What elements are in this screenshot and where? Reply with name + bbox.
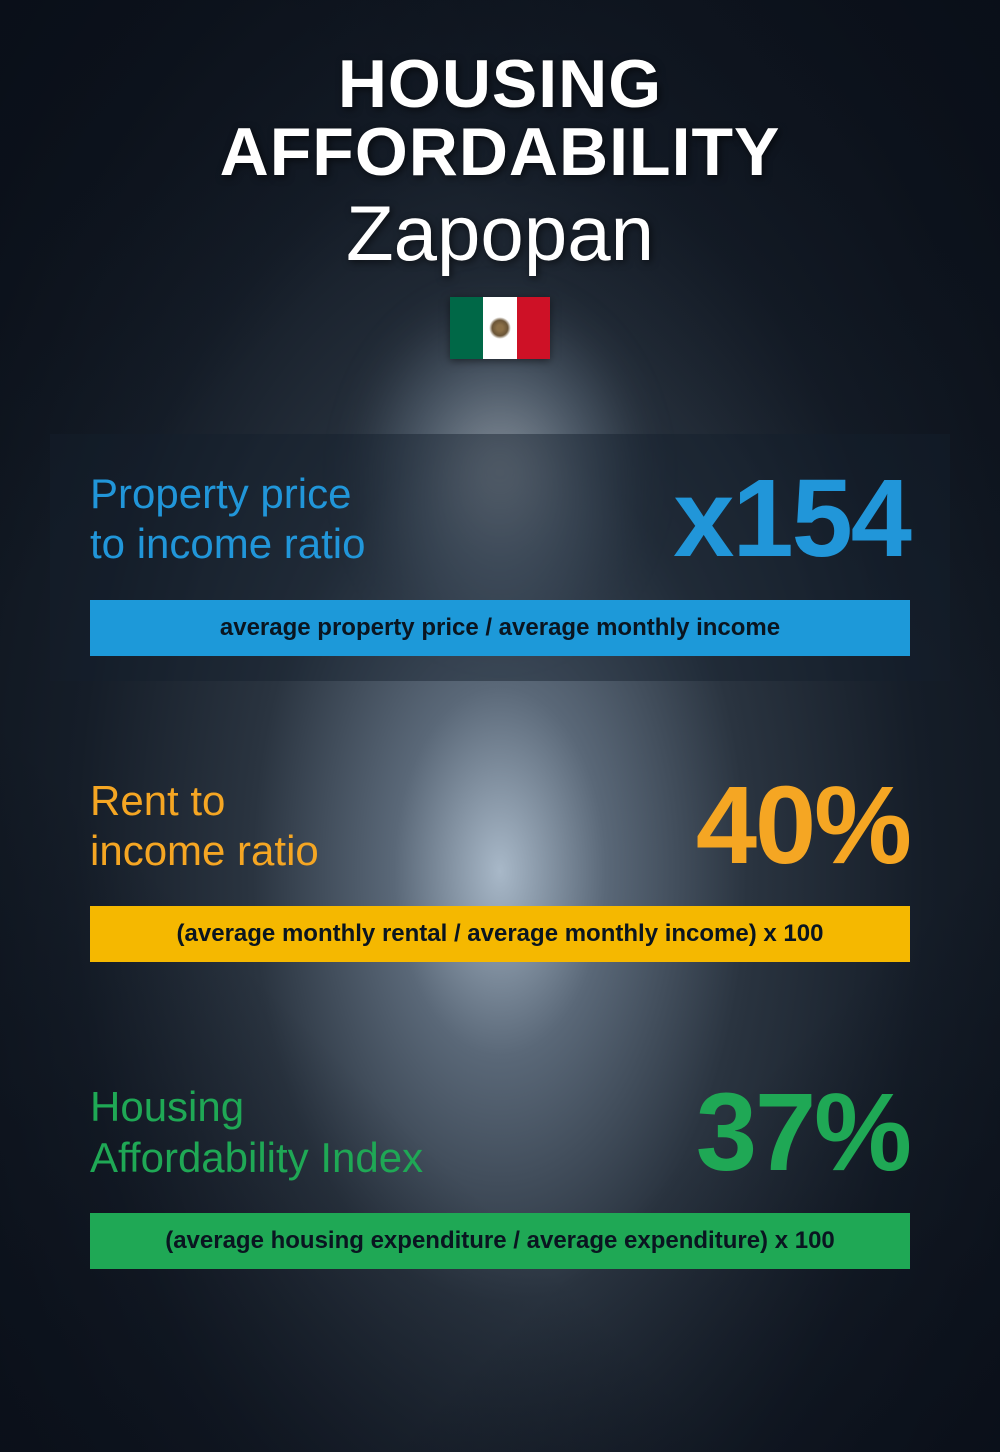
metric-row: Property price to income ratio x154 xyxy=(90,469,910,570)
metric-label-line2: to income ratio xyxy=(90,520,365,567)
metric-label-affordability: Housing Affordability Index xyxy=(90,1082,423,1183)
metric-panel-property-price: Property price to income ratio x154 aver… xyxy=(50,434,950,681)
metric-row: Housing Affordability Index 37% xyxy=(90,1082,910,1183)
metric-label-line2: Affordability Index xyxy=(90,1134,423,1181)
flag-red-stripe xyxy=(517,297,550,359)
formula-bar-property: average property price / average monthly… xyxy=(90,600,910,656)
content-container: HOUSING AFFORDABILITY Zapopan Property p… xyxy=(0,0,1000,1452)
formula-bar-rent: (average monthly rental / average monthl… xyxy=(90,906,910,962)
metric-value-rent: 40% xyxy=(696,779,910,873)
metric-label-line1: Rent to xyxy=(90,777,225,824)
metric-value-property: x154 xyxy=(673,472,910,566)
main-title: HOUSING AFFORDABILITY xyxy=(50,50,950,186)
subtitle-city: Zapopan xyxy=(50,191,950,277)
formula-bar-affordability: (average housing expenditure / average e… xyxy=(90,1213,910,1269)
flag-emblem-icon xyxy=(489,317,511,339)
metric-label-property: Property price to income ratio xyxy=(90,469,365,570)
metric-label-line1: Property price xyxy=(90,470,351,517)
metric-label-rent: Rent to income ratio xyxy=(90,776,319,877)
metric-value-affordability: 37% xyxy=(696,1086,910,1180)
flag-green-stripe xyxy=(450,297,483,359)
metric-row: Rent to income ratio 40% xyxy=(90,776,910,877)
header: HOUSING AFFORDABILITY Zapopan xyxy=(50,50,950,364)
metric-panel-affordability: Housing Affordability Index 37% (average… xyxy=(50,1067,950,1294)
metric-panel-rent: Rent to income ratio 40% (average monthl… xyxy=(50,761,950,988)
metric-label-line1: Housing xyxy=(90,1083,244,1130)
metric-label-line2: income ratio xyxy=(90,827,319,874)
mexico-flag-icon xyxy=(450,297,550,359)
